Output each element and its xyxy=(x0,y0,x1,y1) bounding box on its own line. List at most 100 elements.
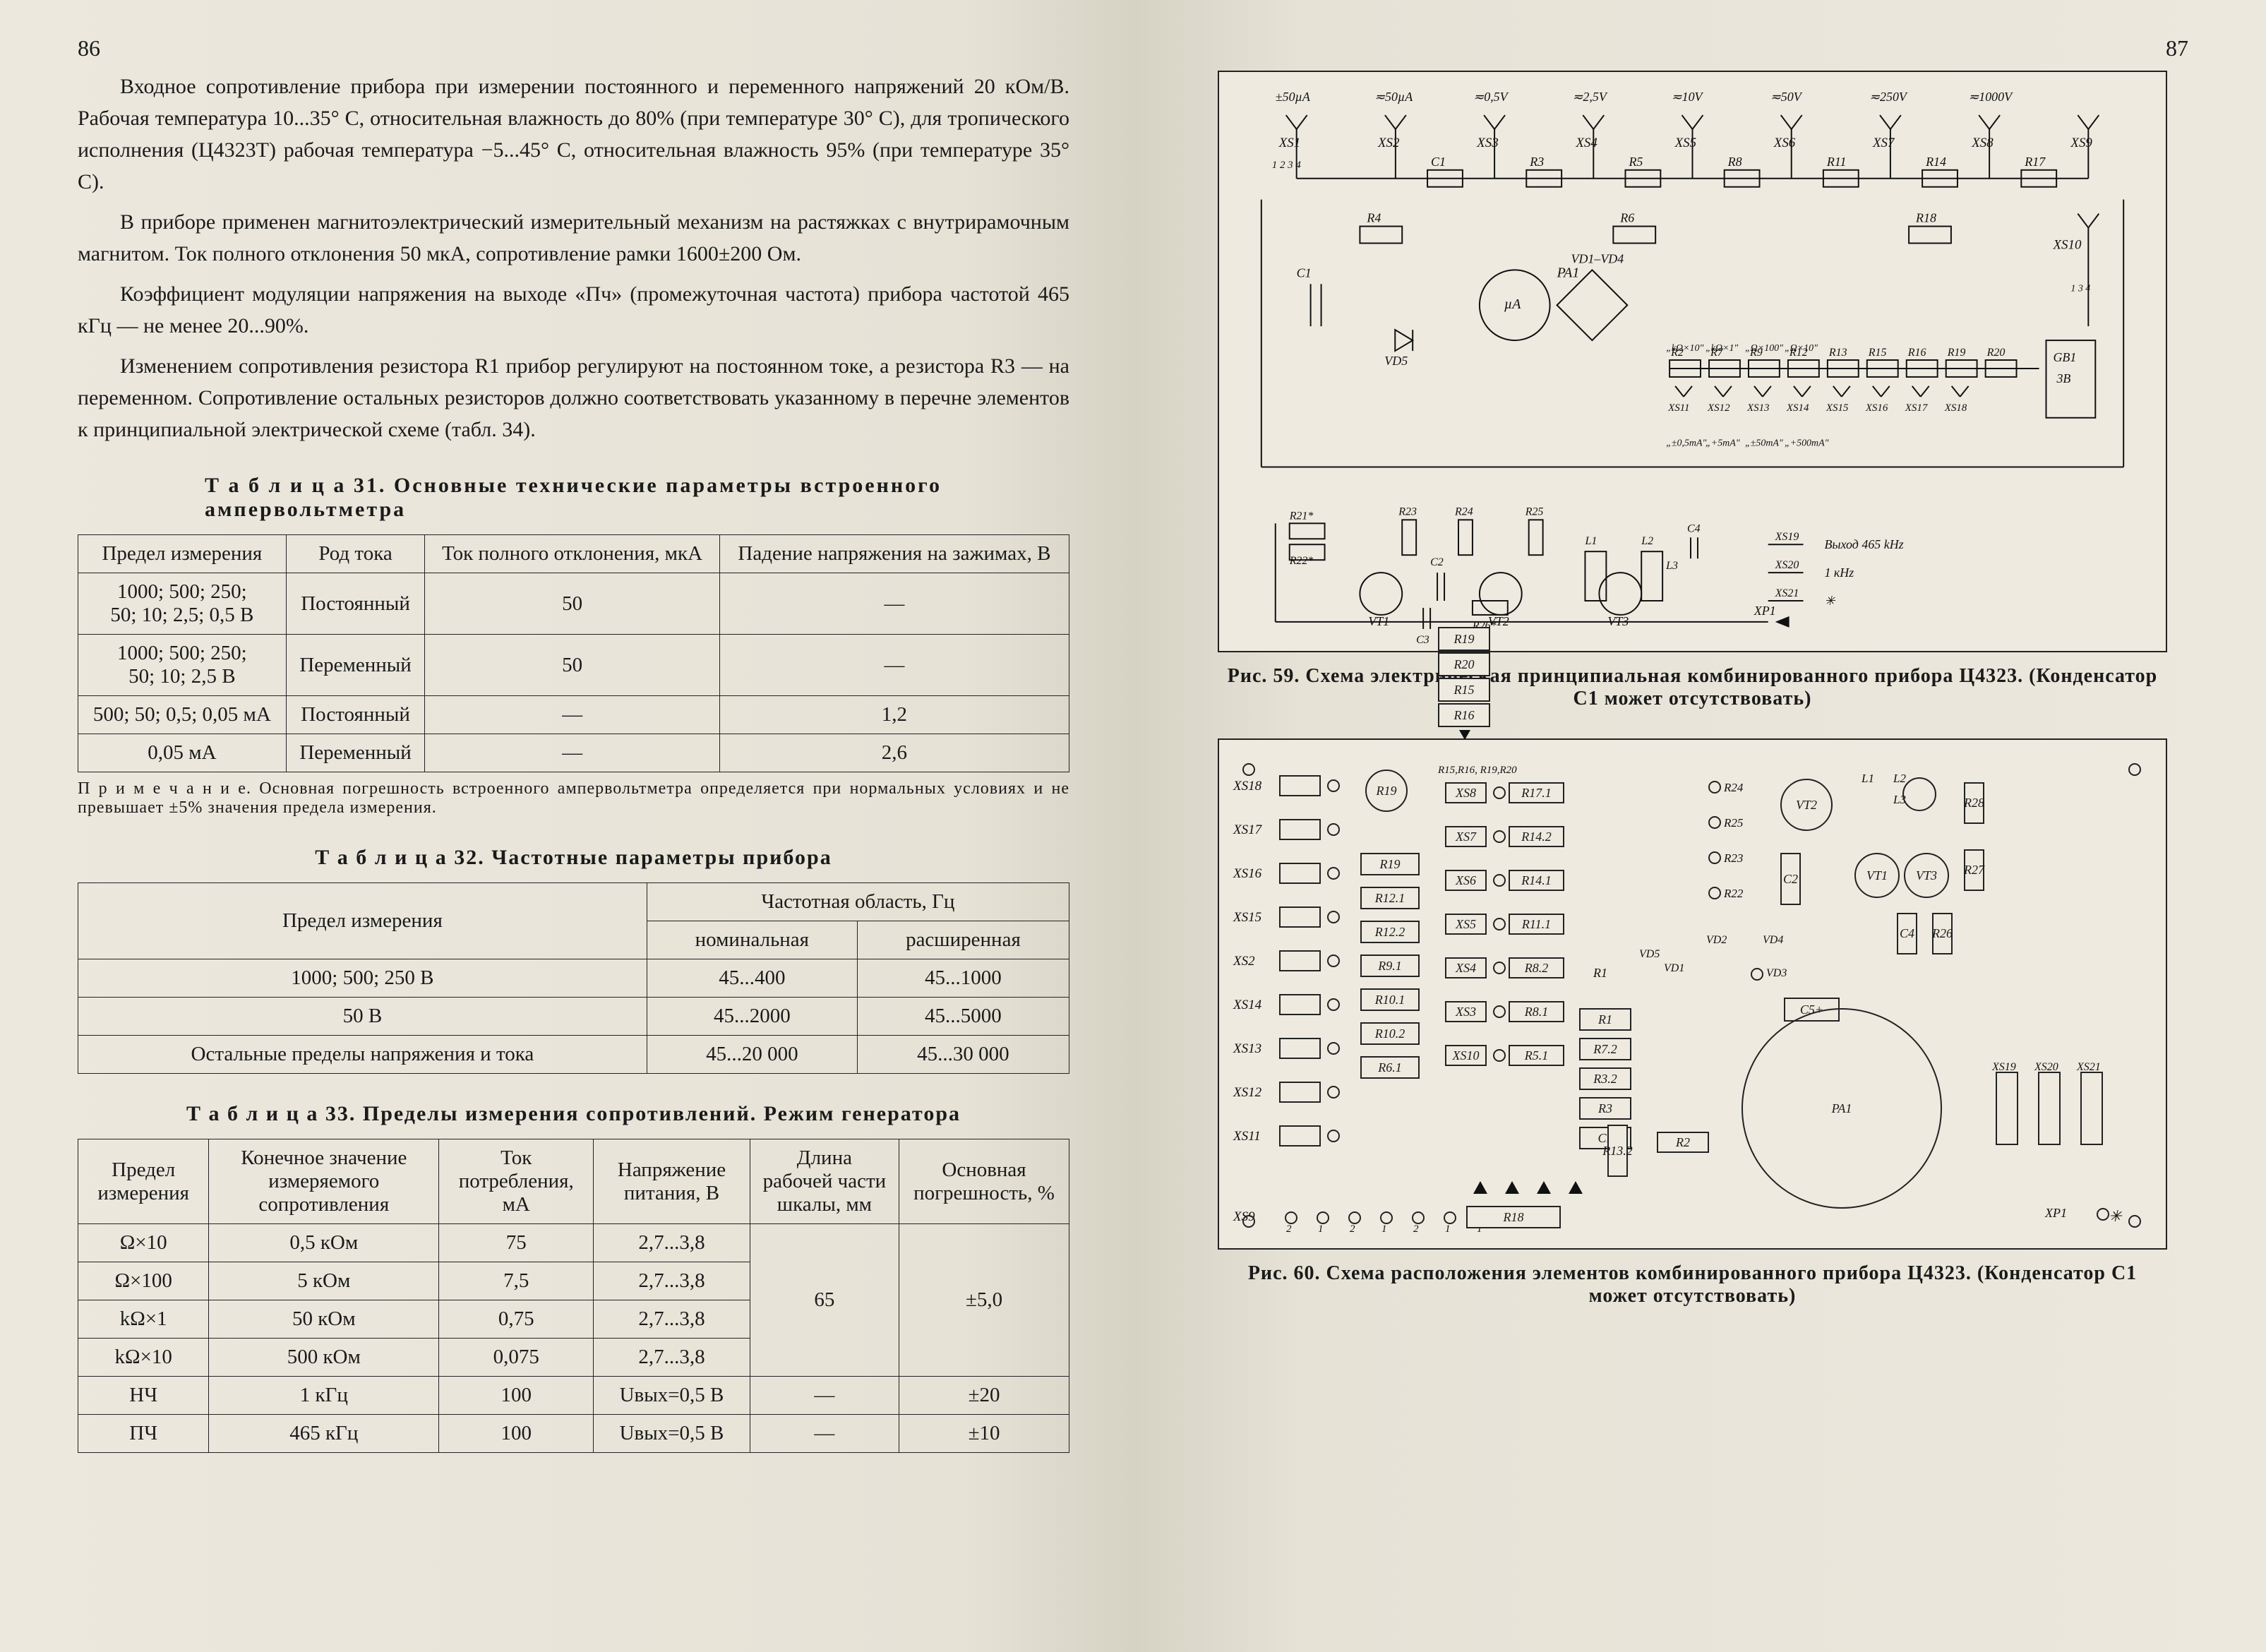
pcb-component: C2 xyxy=(1780,853,1801,905)
td: 2,6 xyxy=(719,734,1069,772)
td: Постоянный xyxy=(286,696,425,734)
page-right: 87 XS1±50µAXS2≂50µAXS3≂0,5VXS4≂2,5VXS5≂1… xyxy=(1133,0,2266,1652)
td: 500; 50; 0,5; 0,05 мА xyxy=(78,696,287,734)
svg-text:≂1000V: ≂1000V xyxy=(1968,90,2013,104)
td: 2,7...3,8 xyxy=(594,1339,750,1377)
svg-text:≂50V: ≂50V xyxy=(1770,90,1803,104)
pcb-label: XS21 xyxy=(2077,1061,2101,1074)
pcb-label: VD3 xyxy=(1766,967,1787,980)
pcb-component: R3.2 xyxy=(1579,1067,1631,1090)
diode-icon xyxy=(1505,1181,1519,1194)
pcb-label: ✳ xyxy=(2109,1207,2121,1226)
svg-text:„+5mA": „+5mA" xyxy=(1706,438,1740,449)
pcb-label: XP1 xyxy=(2045,1206,2067,1221)
svg-text:C1: C1 xyxy=(1297,265,1312,280)
pcb-hole xyxy=(1493,830,1506,843)
pcb-hole xyxy=(2128,1215,2141,1228)
svg-text:XS2: XS2 xyxy=(1377,136,1400,150)
pcb-hole xyxy=(1327,823,1340,836)
pcb-label: L1 xyxy=(1862,772,1874,786)
svg-text:C2: C2 xyxy=(1430,556,1444,568)
pcb-component xyxy=(1279,994,1321,1015)
diode-icon xyxy=(1569,1181,1583,1194)
svg-text:XS5: XS5 xyxy=(1674,136,1697,150)
pcb-hole xyxy=(1708,816,1721,829)
pcb-component xyxy=(1279,950,1321,971)
svg-text:XS8: XS8 xyxy=(1971,136,1994,150)
pcb-component: R14.1 xyxy=(1509,870,1564,891)
pcb-component: R10.2 xyxy=(1360,1022,1420,1045)
svg-text:Выход 465 kHz: Выход 465 kHz xyxy=(1824,537,1903,551)
td: 100 xyxy=(439,1377,594,1415)
pcb-component: R13.2 xyxy=(1607,1125,1628,1177)
svg-text:„Ω×100": „Ω×100" xyxy=(1745,343,1783,354)
td: — xyxy=(719,573,1069,635)
pcb-label: XS12 xyxy=(1233,1085,1261,1101)
svg-text:R14: R14 xyxy=(1925,155,1946,169)
pcb-hole xyxy=(1327,954,1340,967)
pcb-hole xyxy=(1708,887,1721,899)
td: 0,05 мА xyxy=(78,734,287,772)
pcb-hole xyxy=(1493,1049,1506,1062)
pcb-hole xyxy=(1493,786,1506,799)
pcb-hole xyxy=(1327,1130,1340,1142)
pcb-component: R11.1 xyxy=(1509,914,1564,935)
svg-text:XS20: XS20 xyxy=(1775,559,1799,571)
td: 50 xyxy=(425,573,719,635)
table-32-title: Т а б л и ц а 32. Частотные параметры пр… xyxy=(78,846,1069,870)
th: Предел измерения xyxy=(78,535,287,573)
td: 1000; 500; 250;50; 10; 2,5 В xyxy=(78,635,287,696)
svg-text:R18: R18 xyxy=(1915,211,1936,225)
svg-text:XS3: XS3 xyxy=(1476,136,1499,150)
pcb-label: 1 xyxy=(1381,1223,1387,1235)
td: 50 В xyxy=(78,998,647,1036)
svg-text:≂50µA: ≂50µA xyxy=(1374,90,1413,104)
svg-text:R11: R11 xyxy=(1826,155,1847,169)
td: Uвых=0,5 В xyxy=(594,1415,750,1453)
pcb-component: XS8 xyxy=(1445,782,1487,803)
pcb-component: R8.2 xyxy=(1509,957,1564,978)
th: Предел измерения xyxy=(78,1139,209,1224)
pcb-component: R7.2 xyxy=(1579,1038,1631,1060)
td: 50 xyxy=(425,635,719,696)
td: ±10 xyxy=(899,1415,1069,1453)
figure-59-schematic: XS1±50µAXS2≂50µAXS3≂0,5VXS4≂2,5VXS5≂10VX… xyxy=(1218,71,2167,652)
pcb-component xyxy=(1279,906,1321,928)
pcb-component: R16 xyxy=(1438,703,1490,727)
th: Род тока xyxy=(286,535,425,573)
pcb-component: R6.1 xyxy=(1360,1056,1420,1079)
figure-60-pcb-layout: R19R20R15R16XS18XS17XS16XS15XS2XS14XS13X… xyxy=(1218,738,2167,1250)
svg-text:L3: L3 xyxy=(1665,560,1678,572)
pcb-component xyxy=(1279,1082,1321,1103)
table-33-title: Т а б л и ц а 33. Пределы измерения сопр… xyxy=(78,1102,1069,1126)
pcb-component: R17.1 xyxy=(1509,782,1564,803)
pcb-component: XS7 xyxy=(1445,826,1487,847)
table-31-title: Т а б л и ц а 31. Основные технические п… xyxy=(78,474,1069,522)
pcb-label: VD1 xyxy=(1664,962,1684,975)
pcb-component: R9.1 xyxy=(1360,954,1420,977)
svg-text:XS19: XS19 xyxy=(1775,531,1799,543)
pcb-hole xyxy=(2097,1208,2109,1221)
pcb-component: R26 xyxy=(1932,913,1953,954)
svg-text:1 3 4: 1 3 4 xyxy=(2070,283,2090,294)
td: 500 кОм xyxy=(209,1339,439,1377)
svg-text:XS18: XS18 xyxy=(1944,402,1967,414)
paragraph: В приборе применен магнитоэлектрический … xyxy=(78,206,1069,270)
svg-text:L1: L1 xyxy=(1584,535,1597,547)
pcb-label: XS2 xyxy=(1233,954,1255,969)
td: Переменный xyxy=(286,734,425,772)
pcb-component xyxy=(1279,775,1321,796)
svg-text:≂250V: ≂250V xyxy=(1869,90,1908,104)
pcb-hole xyxy=(1493,1005,1506,1018)
td: — xyxy=(750,1377,899,1415)
pcb-label: 2 xyxy=(1286,1223,1292,1235)
pcb-component: R10.1 xyxy=(1360,988,1420,1011)
svg-text:XS16: XS16 xyxy=(1865,402,1888,414)
pcb-label: VD4 xyxy=(1763,934,1783,947)
pcb-component xyxy=(1279,1125,1321,1147)
pcb-component: VT3 xyxy=(1904,853,1949,898)
pcb-component: R2 xyxy=(1657,1132,1709,1153)
diode-icon xyxy=(1473,1181,1487,1194)
diode-icon xyxy=(1537,1181,1551,1194)
svg-text:R3: R3 xyxy=(1529,155,1544,169)
